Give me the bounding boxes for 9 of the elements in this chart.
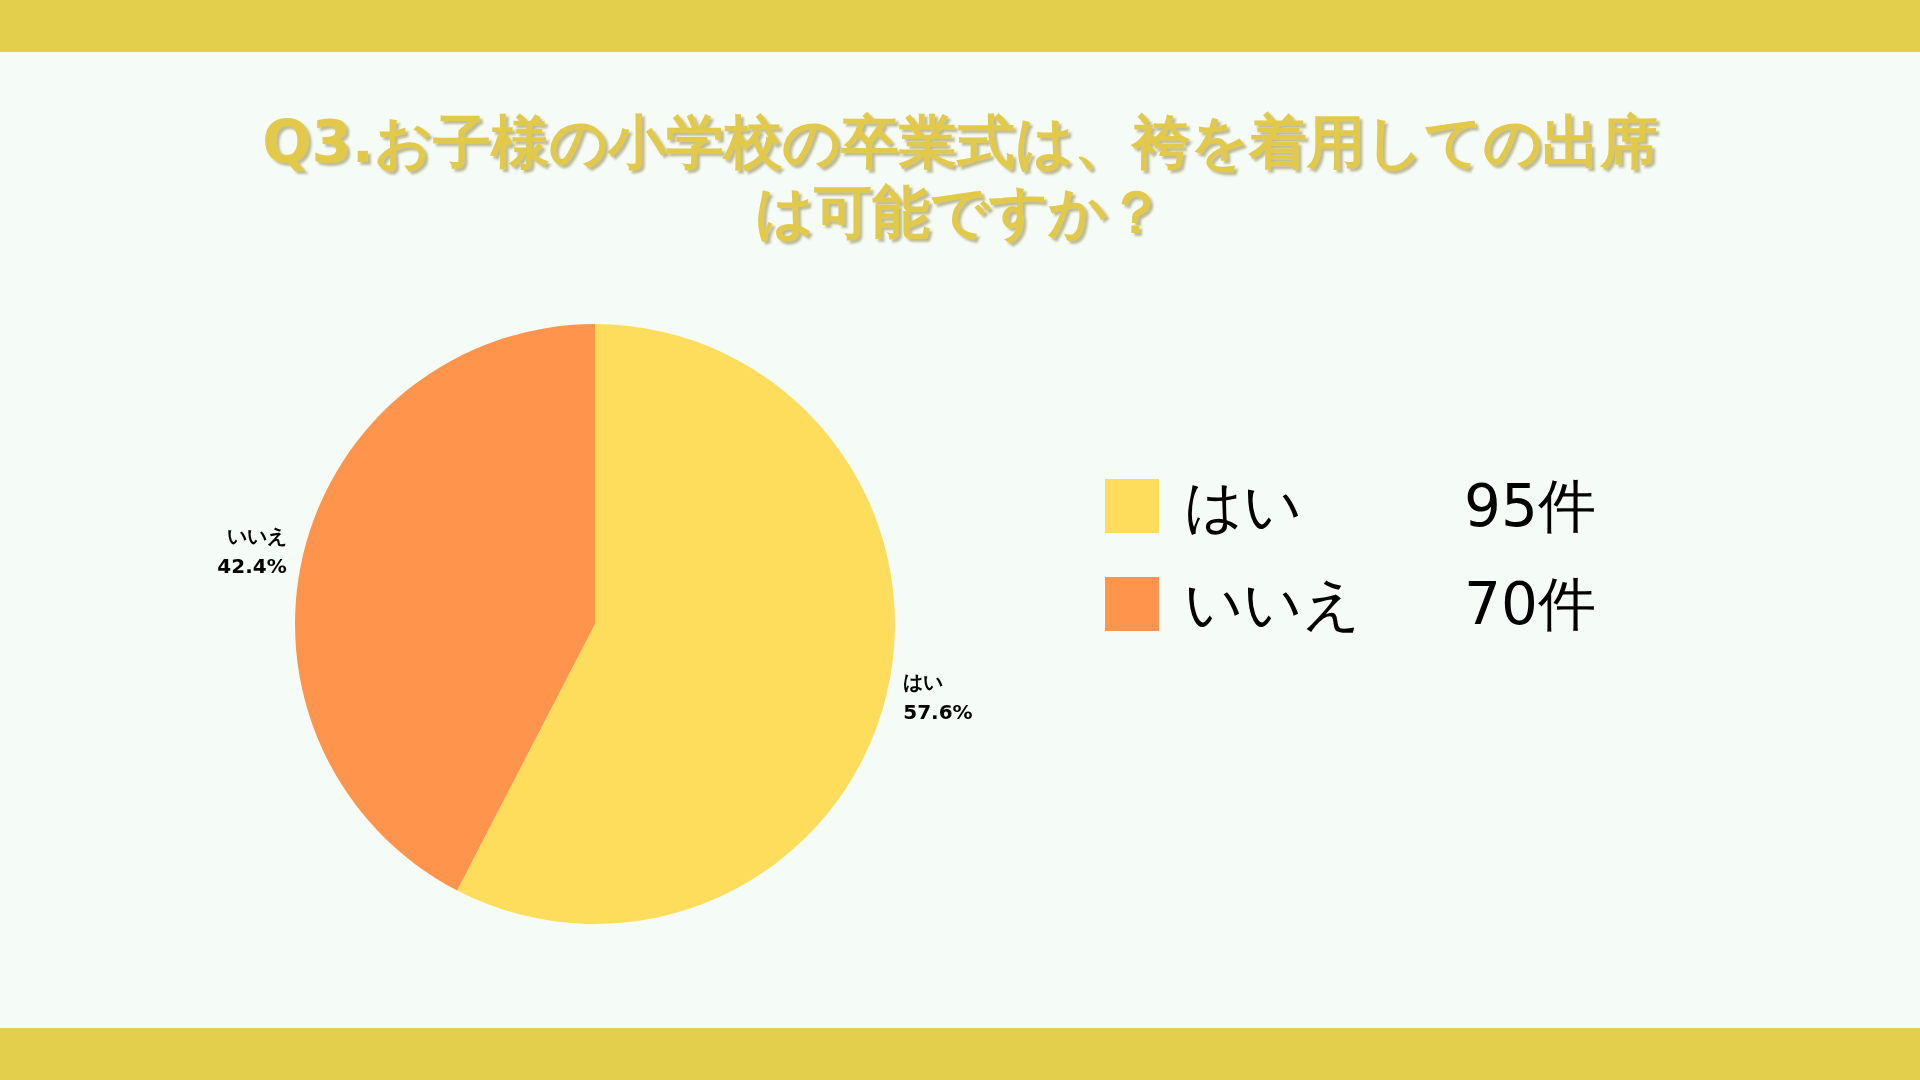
legend-label: はい [1184, 472, 1302, 540]
data-label: 42.4% [217, 554, 287, 579]
slice-label: いいえ [226, 524, 287, 549]
text: 70件 [1464, 570, 1596, 638]
text: 95件 [1464, 472, 1596, 540]
data-label: 57.6% [903, 699, 973, 724]
slice-label: はい [903, 669, 944, 694]
legend-label: いいえ [1184, 570, 1361, 638]
chart-title: Q3.お子様の小学校の卒業式は、袴を着用しての出席は可能ですか？ [262, 108, 1658, 246]
